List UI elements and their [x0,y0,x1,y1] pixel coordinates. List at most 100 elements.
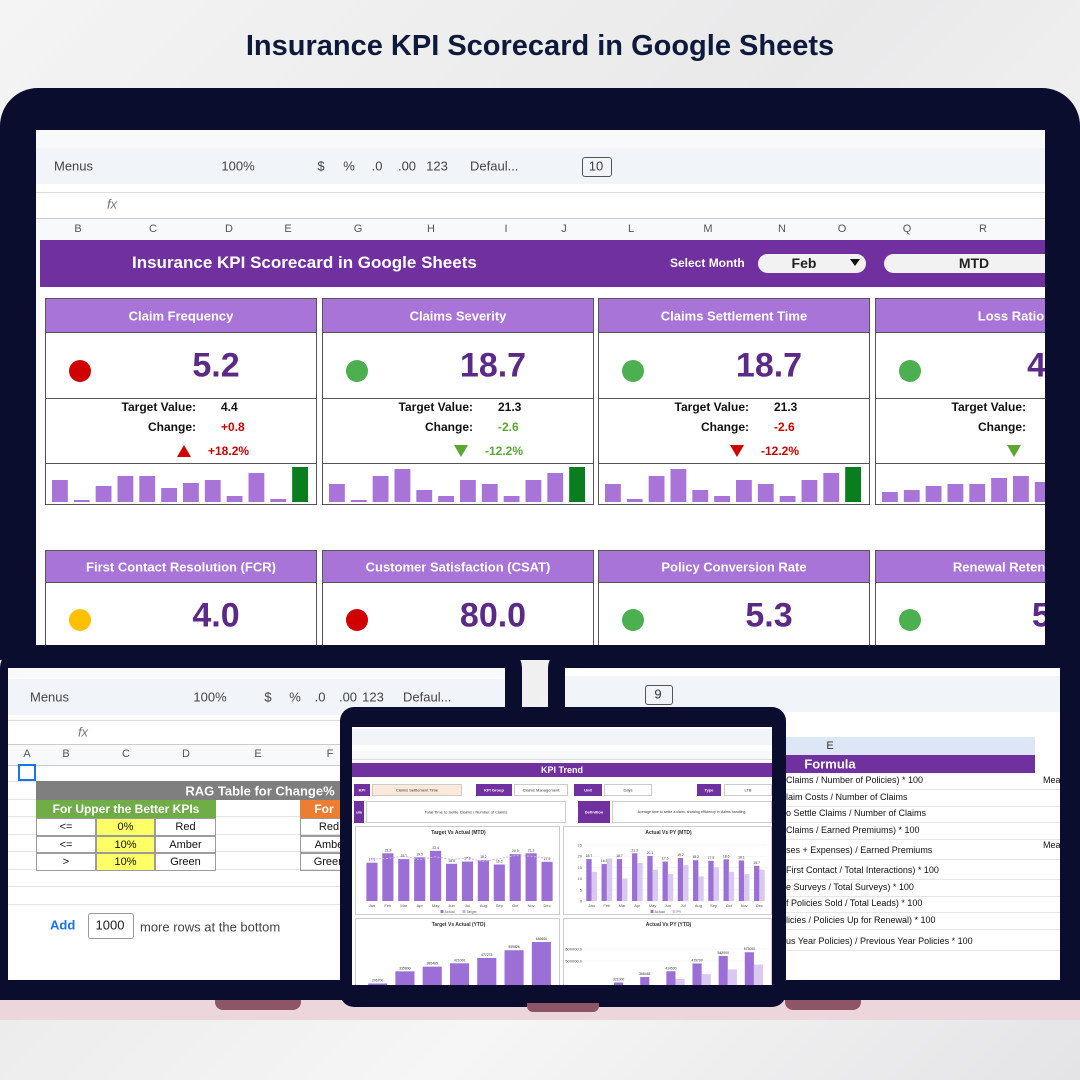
bar [708,860,714,901]
bar [622,878,628,901]
trend-arrow [730,445,744,457]
spark-bar [801,480,818,502]
field-label-box [476,784,512,796]
row-line [8,903,505,905]
bar [493,864,505,901]
toolbar-item: .00 [338,689,358,705]
target-value: 21.3 [774,400,798,414]
spark-bar [845,467,861,502]
bar [693,860,699,901]
formula-bar [8,720,505,745]
status-dot [69,360,91,382]
rag-cell [96,835,155,853]
month-dropdown[interactable] [758,254,866,273]
change-value: -2.6 [498,420,519,434]
rag-cell-text: Red [318,821,340,833]
column-letter: M [703,223,713,235]
change-pct: -12.2% [485,444,524,458]
row-line [8,816,505,817]
column-letter: R [979,223,987,235]
field-value-box [724,784,772,796]
value-label: 206700 [372,979,383,983]
dropdown-arrow [850,259,860,266]
column-letter: D [182,748,190,760]
toolbar-item: .0 [314,689,326,705]
add-button[interactable]: Add [50,917,76,933]
formula-box [366,801,566,823]
definition-label-box [578,801,610,823]
status-dot [899,360,921,382]
row-line [565,929,1060,930]
kpi-card: Claims Severity 18.7 Target Value: 21.3 Chan… [322,298,594,505]
row-line [8,833,505,835]
legend-swatch [650,910,654,913]
chart-title: Actual Vs PY (MTD) [645,830,692,836]
select-label: Select Month [670,256,745,270]
bar [698,876,704,901]
rag-title-bar [36,781,355,800]
rag-title: RAG Table for Change% [185,783,335,799]
spark-bar [226,496,243,502]
card-value: 18.7 [459,346,527,385]
value-label: 20.1 [647,851,654,855]
chart: Actual Vs PY (MTD) 0 5 10 15 20 25 18.7 16.5 18.7… [563,826,772,915]
status-dot [346,360,368,382]
spark-bar [270,499,287,502]
card-name: Claim Frequency [128,308,234,324]
divider [876,463,1045,464]
divider [323,398,593,399]
rag-cell-text: > [62,856,70,868]
card-name: Policy Conversion Rate [661,559,807,575]
field-label: KPI [358,787,366,793]
x-tick-label: Sep [496,903,504,908]
row-line [565,912,1060,913]
x-tick-label: May [649,903,657,908]
formula-text: laim Costs / Number of Claims [786,792,908,802]
formula-text: Claims / Number of Policies) * 100 [786,775,924,785]
bar [753,964,764,985]
kpi-card: Claim Frequency 5.2 Target Value: 4.4 Change… [45,298,317,505]
row-line [565,806,1060,807]
value-label: 15.7 [753,861,760,865]
rag-cell [36,835,96,853]
field-value: Days [623,787,633,793]
bar [531,942,551,985]
column-letter: B [74,223,82,235]
spark-bar [292,467,308,502]
value-label: 559826 [508,945,519,949]
rag-cell [96,853,155,871]
row-line [8,851,505,852]
bar [692,963,702,985]
formula-text: o Settle Claims / Number of Claims [786,808,927,818]
toolbar-item: 100% [221,158,255,174]
spark-bar [736,480,752,502]
column-letter: C [149,223,157,235]
main-screen: Menus 100% $% .0 .00 123 Defaul... 10 fx B C D E G H I J… [36,130,1045,645]
card-name: Claims Severity [409,308,507,324]
status-dot [622,609,644,631]
trend-arrow [454,445,468,457]
status-dot [622,609,644,631]
column-letter: N [778,223,786,235]
spark-bar [525,480,542,502]
change-label: Change: [425,420,473,434]
kpi-card: Policy Conversion Rate 5.3 [598,550,870,645]
bar [652,869,658,901]
value-label: 17.1 [369,858,376,862]
formula-text: First Contact / Total Interactions) * 10… [786,865,939,875]
spark-bar [569,467,585,502]
x-tick-label: May [432,903,440,908]
top-bar [8,668,505,678]
side-text: Mea [1043,840,1060,850]
spark-bar [481,484,498,502]
sparkline [329,467,585,502]
value-label: 16.3 [496,859,503,863]
y-tick-label: 20 [578,854,583,859]
divider [46,463,316,464]
card-value: 80.0 [459,596,527,635]
fx-label: fx [106,196,118,212]
y-tick-label: 600000.0 [565,947,582,952]
field-value: Claims Settlement Time [395,787,439,793]
value-label: 18.2 [692,855,699,859]
